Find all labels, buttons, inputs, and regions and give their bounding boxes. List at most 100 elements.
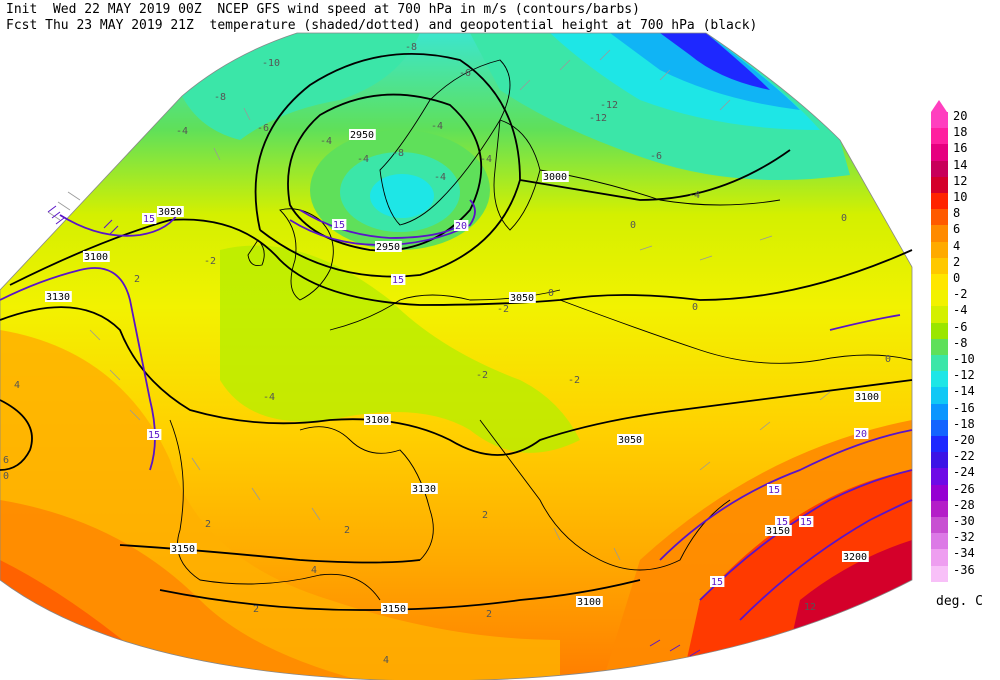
legend-label: -14 bbox=[953, 384, 975, 399]
height-label: 3100 bbox=[365, 415, 389, 426]
legend-swatch bbox=[931, 128, 948, 145]
legend-label: -2 bbox=[953, 287, 968, 302]
wind-speed-label: 15 bbox=[148, 430, 160, 441]
legend-label: 2 bbox=[953, 254, 961, 269]
legend-swatch bbox=[931, 468, 948, 485]
legend-swatch bbox=[931, 193, 948, 210]
legend-swatch bbox=[931, 274, 948, 291]
legend-label: -26 bbox=[953, 481, 975, 496]
wind-speed-label: 15 bbox=[333, 220, 345, 231]
legend-label: 0 bbox=[953, 271, 961, 285]
temperature-label: 12 bbox=[804, 602, 816, 613]
temperature-label: 2 bbox=[482, 510, 488, 521]
height-contours bbox=[0, 52, 913, 611]
legend-swatch bbox=[931, 209, 948, 226]
height-label: 3100 bbox=[577, 597, 601, 608]
height-labels: 2950 2950 3000 3050 3050 3050 3100 3100 3100 3100… bbox=[45, 129, 881, 615]
temperature-label: 0 bbox=[841, 213, 847, 224]
legend-label: -36 bbox=[953, 562, 975, 577]
wind-speed-label: 15 bbox=[711, 577, 723, 588]
header-line-1: Init Wed 22 MAY 2019 00Z NCEP GFS wind s… bbox=[6, 2, 640, 17]
legend-label: -24 bbox=[953, 465, 975, 480]
temperature-label: -12 bbox=[589, 113, 607, 124]
height-label-bg bbox=[842, 551, 869, 562]
temperature-label: -6 bbox=[650, 151, 662, 162]
height-label-bg bbox=[375, 241, 402, 252]
height-label-bg bbox=[509, 292, 536, 303]
height-label-bg bbox=[83, 251, 110, 262]
strong-wind-barbs bbox=[47, 205, 701, 657]
legend-swatch bbox=[931, 452, 948, 469]
temperature-label: -4 bbox=[480, 154, 492, 165]
legend-label: 10 bbox=[953, 190, 968, 204]
height-label-bg bbox=[765, 525, 792, 536]
temperature-label: -4 bbox=[431, 121, 443, 132]
wind-speed-label: 15 bbox=[143, 214, 155, 225]
legend-label: -22 bbox=[953, 449, 975, 464]
legend-label: -12 bbox=[953, 368, 975, 383]
height-label: 3000 bbox=[543, 172, 567, 183]
temperature-label: 4 bbox=[383, 655, 389, 666]
legend-swatch bbox=[931, 112, 948, 129]
height-label-bg bbox=[45, 291, 72, 302]
temperature-label: -2 bbox=[568, 375, 580, 386]
legend-swatch bbox=[931, 517, 948, 534]
wind-speed-label-bg bbox=[454, 220, 469, 231]
height-label-bg bbox=[364, 414, 391, 425]
legend-label: -4 bbox=[953, 303, 968, 318]
wind-speed-label-bg bbox=[710, 576, 725, 587]
height-label-bg bbox=[617, 434, 644, 445]
legend-swatch bbox=[931, 322, 948, 339]
legend-swatch bbox=[931, 549, 948, 566]
height-label-bg bbox=[157, 206, 184, 217]
legend-swatch bbox=[931, 160, 948, 177]
legend-top-arrow bbox=[931, 100, 947, 112]
height-label-bg bbox=[170, 543, 197, 554]
temperature-label: 0 bbox=[548, 288, 554, 299]
legend-label: 12 bbox=[953, 173, 968, 188]
legend-swatch bbox=[931, 403, 948, 420]
legend-swatch bbox=[931, 338, 948, 355]
temperature-labels: -10 -8 -8 -4 -6 -4 -4 -4 -4 -6 -8 -2 -2 -2 -2 -4 -4 -12 -1… bbox=[3, 42, 891, 666]
wind-speed-label: 15 bbox=[776, 517, 788, 528]
legend-swatch bbox=[931, 306, 948, 323]
weather-map: 2950 2950 3000 3050 3050 3050 3100 3100 3100 3100… bbox=[0, 32, 913, 680]
temperature-label: 2 bbox=[134, 274, 140, 285]
legend-swatch bbox=[931, 436, 948, 453]
legend-label: -20 bbox=[953, 433, 975, 447]
wind-speed-label-bg bbox=[332, 219, 347, 230]
height-label: 3150 bbox=[171, 544, 195, 555]
temperature-label: -12 bbox=[600, 100, 618, 111]
legend-label: -32 bbox=[953, 530, 975, 545]
temperature-label: 6 bbox=[3, 455, 9, 466]
legend-label: -18 bbox=[953, 416, 975, 431]
legend-label: 14 bbox=[953, 157, 968, 172]
legend-label: 16 bbox=[953, 141, 968, 156]
temperature-label: 4 bbox=[311, 565, 317, 576]
height-label: 3130 bbox=[412, 484, 436, 495]
legend-swatch bbox=[931, 176, 948, 193]
height-label-bg bbox=[381, 603, 408, 614]
temperature-label: 2 bbox=[486, 609, 492, 620]
wind-speed-label: 15 bbox=[800, 517, 812, 528]
temperature-label: 0 bbox=[630, 220, 636, 231]
height-label: 3100 bbox=[855, 392, 879, 403]
color-legend: 20 18 16 14 12 10 8 6 4 2 0 -2 -4 -6 -8 -10 -12 -14 -16 -18… bbox=[931, 100, 991, 582]
legend-label: -8 bbox=[953, 335, 968, 350]
legend-units: deg. C bbox=[936, 594, 983, 609]
legend-swatch bbox=[931, 533, 948, 550]
height-label: 3130 bbox=[46, 292, 70, 303]
legend-label: -34 bbox=[953, 546, 975, 561]
height-label: 3100 bbox=[84, 252, 108, 263]
wind-speed-label: 20 bbox=[855, 429, 867, 440]
legend-label: 6 bbox=[953, 222, 961, 237]
temperature-label: 2 bbox=[205, 519, 211, 530]
legend-swatch bbox=[931, 241, 948, 258]
temperature-label: -10 bbox=[262, 58, 280, 69]
legend-label: 20 bbox=[953, 109, 968, 123]
temperature-label: -2 bbox=[497, 304, 509, 315]
legend-label: -30 bbox=[953, 514, 975, 528]
height-label: 3200 bbox=[843, 552, 867, 563]
legend-label: -28 bbox=[953, 497, 975, 512]
